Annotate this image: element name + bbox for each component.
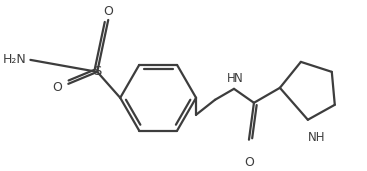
Text: NH: NH xyxy=(308,131,326,144)
Text: N: N xyxy=(234,72,242,85)
Text: O: O xyxy=(103,5,113,18)
Text: H₂N: H₂N xyxy=(3,53,26,66)
Text: S: S xyxy=(93,65,101,78)
Text: H: H xyxy=(226,72,235,85)
Text: O: O xyxy=(52,81,62,94)
Text: O: O xyxy=(244,156,254,169)
